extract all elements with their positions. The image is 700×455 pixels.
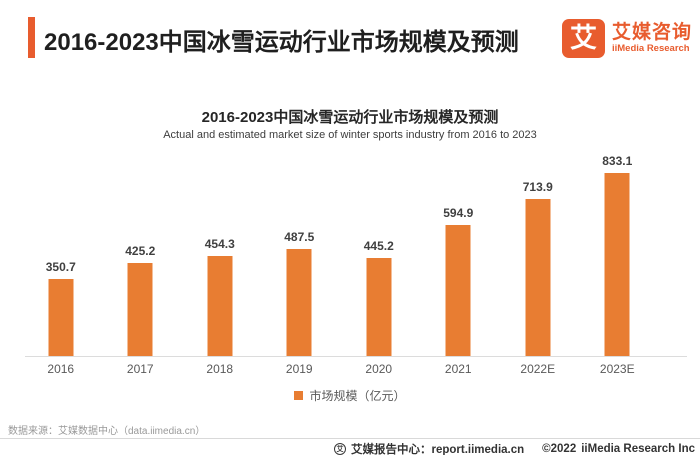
bar	[604, 173, 630, 356]
logo-name-cn: 艾媒咨询	[611, 21, 692, 43]
x-axis-label: 2020	[365, 362, 393, 376]
bar	[366, 258, 392, 356]
x-axis-label: 2023E	[599, 362, 635, 376]
bar	[525, 199, 551, 356]
bar	[286, 249, 312, 356]
x-axis-line	[25, 356, 687, 357]
bar-column: 833.1	[578, 154, 658, 356]
bar-column: 445.2	[339, 173, 419, 356]
x-axis-label: 2017	[126, 362, 154, 376]
bar-value-label: 445.2	[363, 239, 394, 253]
bar-value-label: 487.5	[284, 230, 315, 244]
bar-column: 487.5	[260, 173, 340, 356]
iimedia-report-icon: 艾	[333, 443, 346, 455]
bar-value-label: 454.3	[204, 237, 235, 251]
x-axis-label: 2016	[47, 362, 75, 376]
bar	[207, 256, 233, 356]
bar	[48, 279, 74, 356]
footer-bar: 艾 艾媒报告中心：report.iimedia.cn ©2022 iiMedia…	[333, 441, 695, 455]
copyright-text: ©2022	[542, 443, 577, 455]
header-accent-bar	[28, 17, 35, 58]
x-axis-label: 2021	[444, 362, 472, 376]
x-axis-label: 2022E	[520, 362, 556, 376]
x-axis-label: 2019	[285, 362, 313, 376]
legend-swatch	[294, 391, 304, 400]
iimedia-logo: 艾 艾媒咨询 iiMedia Research	[561, 19, 692, 58]
bar	[445, 225, 471, 356]
bar-chart-plot-area: 350.7 425.2 454.3 487.5 445.2 594.9 713.9 833.1	[21, 154, 658, 356]
x-axis-label: 2018	[206, 362, 234, 376]
bar-column: 350.7	[21, 173, 101, 356]
x-axis-labels: 2016 2017 2018 2019 2020 2021 2022E 2023E	[21, 362, 657, 376]
logo-name-en: iiMedia Research	[611, 43, 690, 55]
bar	[127, 263, 153, 356]
data-source-note: 数据来源：艾媒数据中心（data.iimedia.cn）	[8, 426, 206, 437]
bar-column: 425.2	[101, 173, 181, 356]
logo-text: 艾媒咨询 iiMedia Research	[611, 21, 692, 55]
bar-value-label: 350.7	[45, 260, 76, 274]
page-title: 2016-2023中国冰雪运动行业市场规模及预测	[44, 29, 519, 56]
bar-column: 594.9	[419, 173, 499, 356]
legend-label: 市场规模（亿元）	[309, 389, 406, 403]
iimedia-logo-icon: 艾	[561, 19, 605, 58]
bar-column: 454.3	[180, 173, 260, 356]
bar-value-label: 594.9	[443, 206, 474, 220]
bar-value-label: 833.1	[602, 154, 633, 168]
bar-column: 713.9	[498, 173, 578, 356]
chart-legend: 市场规模（亿元）	[0, 387, 700, 404]
chart-title: 2016-2023中国冰雪运动行业市场规模及预测	[201, 109, 499, 126]
bar-value-label: 425.2	[125, 244, 156, 258]
bar-value-label: 713.9	[522, 180, 553, 194]
footer-divider	[0, 438, 700, 439]
company-name: iiMedia Research Inc	[581, 443, 695, 455]
report-center-link[interactable]: 艾媒报告中心：report.iimedia.cn	[350, 444, 525, 455]
chart-subtitle: Actual and estimated market size of wint…	[163, 129, 537, 141]
